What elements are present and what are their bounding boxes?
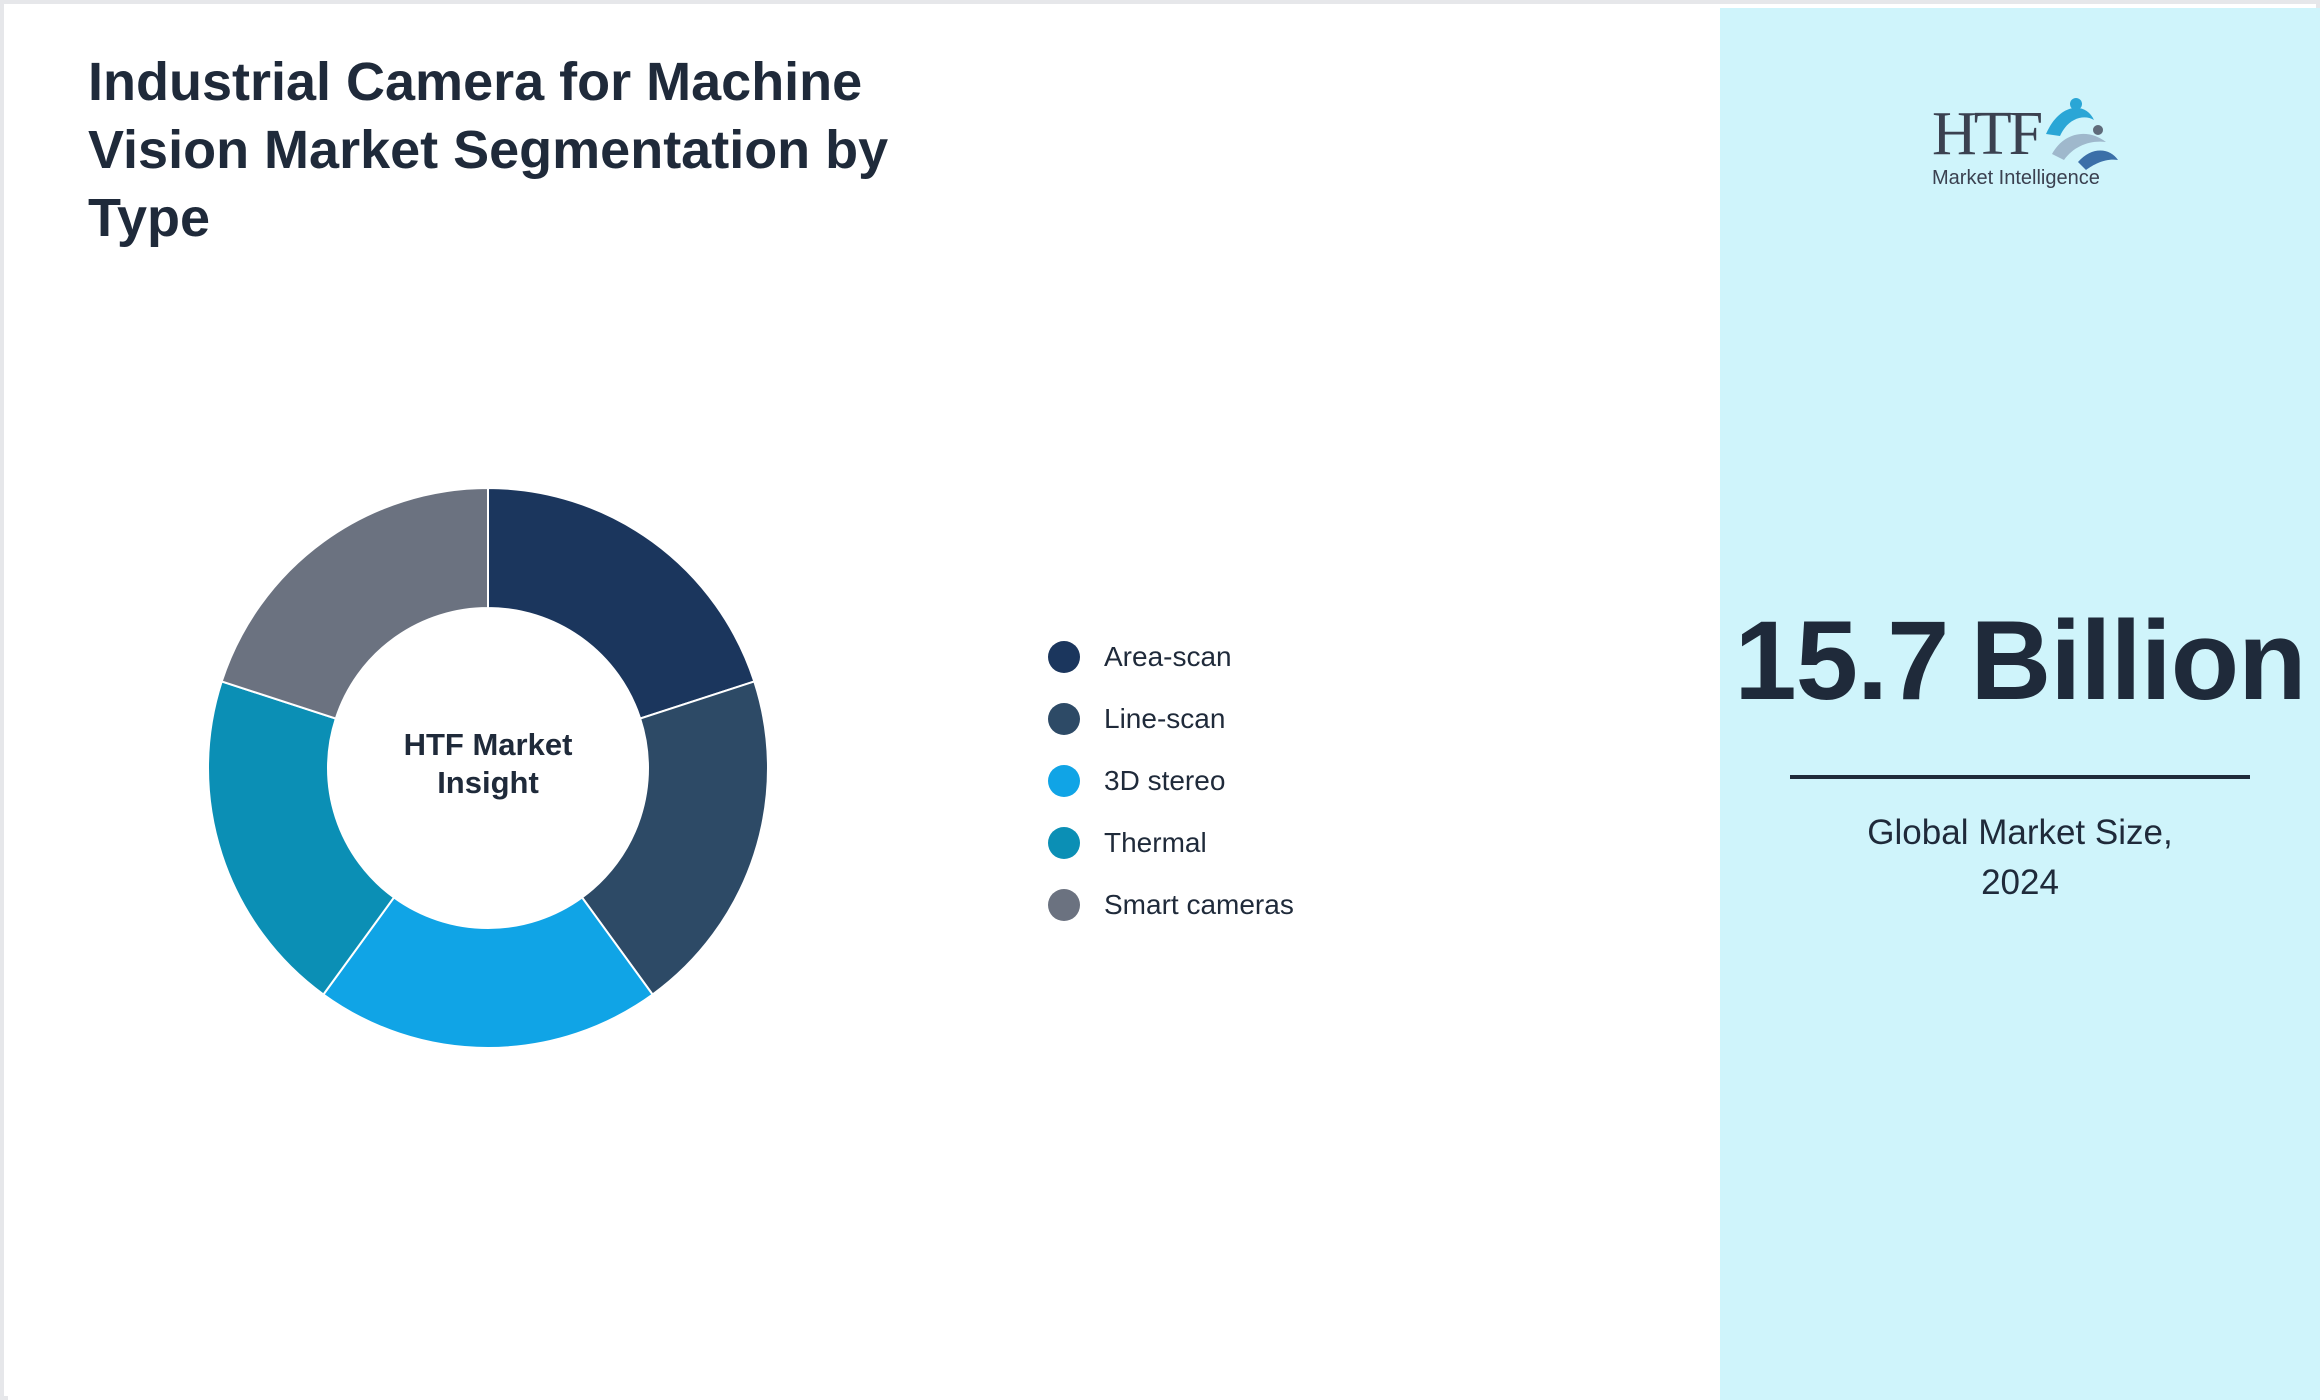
- legend-item-smart-cameras: Smart cameras: [1048, 874, 1468, 936]
- donut-center-label: HTF Market Insight: [403, 727, 573, 800]
- legend-item-line-scan: Line-scan: [1048, 688, 1468, 750]
- chart-title: Industrial Camera for Machine Vision Mar…: [88, 52, 889, 248]
- legend-item-area-scan: Area-scan: [1048, 626, 1468, 688]
- legend-swatch-area-scan: [1048, 641, 1080, 673]
- kpi-divider: [1790, 775, 2250, 779]
- legend-label-smart-cameras: Smart cameras: [1104, 889, 1294, 920]
- market-size-unit: Billion: [1970, 598, 2306, 723]
- donut-slice-thermal: [207, 680, 396, 996]
- market-size-caption: Global Market Size, 2024: [1820, 808, 2220, 908]
- legend-label-line-scan: Line-scan: [1104, 703, 1226, 734]
- svg-text:HTF: HTF: [1932, 100, 2042, 168]
- legend-swatch-smart-cameras: [1048, 889, 1080, 921]
- svg-text:Market Intelligence: Market Intelligence: [1932, 167, 2100, 189]
- chart-panel: Industrial Camera for Machine Vision Mar…: [8, 8, 1720, 1400]
- donut-slice-line-scan: [580, 680, 769, 996]
- caption-line-2: 2024: [1981, 863, 2059, 902]
- htf-logo-graphic: HTF Market Intelligence: [1932, 98, 2118, 189]
- htf-logo: HTF Market Intelligence: [1928, 84, 2118, 194]
- legend-item-3d-stereo: 3D stereo: [1048, 750, 1468, 812]
- market-size-value: 15.7 Billion: [1720, 596, 2320, 726]
- chart-legend: Area-scan Line-scan 3D stereo Thermal Smart …: [1048, 626, 1468, 936]
- legend-label-area-scan: Area-scan: [1104, 641, 1232, 672]
- donut-chart: [207, 486, 769, 1050]
- donut-slice-smart-cameras: [220, 486, 489, 720]
- donut-slice-area-scan: [487, 486, 756, 720]
- caption-line-1: Global Market Size,: [1867, 813, 2173, 852]
- legend-swatch-thermal: [1048, 827, 1080, 859]
- kpi-panel: HTF Market Intelligence 15.7 Billion Glob…: [1720, 8, 2320, 1400]
- legend-swatch-line-scan: [1048, 703, 1080, 735]
- donut-slice-3d-stereo: [322, 896, 654, 1050]
- legend-swatch-3d-stereo: [1048, 765, 1080, 797]
- legend-label-thermal: Thermal: [1104, 827, 1207, 858]
- legend-item-thermal: Thermal: [1048, 812, 1468, 874]
- market-size-number: 15.7: [1734, 598, 1949, 723]
- legend-label-3d-stereo: 3D stereo: [1104, 765, 1226, 796]
